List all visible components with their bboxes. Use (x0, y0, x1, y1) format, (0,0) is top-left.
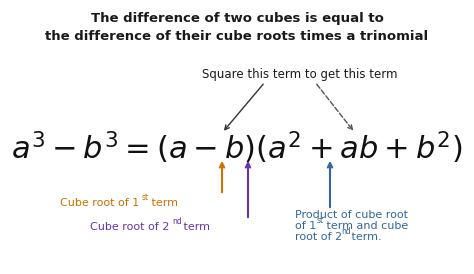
Text: of 1: of 1 (295, 221, 316, 231)
Text: st: st (317, 216, 324, 225)
Text: st: st (142, 193, 149, 202)
Text: term: term (148, 198, 178, 208)
Text: nd: nd (172, 217, 182, 226)
Text: term.: term. (348, 232, 382, 242)
Text: nd: nd (341, 227, 351, 236)
Text: Product of cube root: Product of cube root (295, 210, 408, 220)
Text: Cube root of 1: Cube root of 1 (60, 198, 139, 208)
Text: The difference of two cubes is equal to
the difference of their cube roots times: The difference of two cubes is equal to … (46, 12, 428, 43)
Text: root of 2: root of 2 (295, 232, 342, 242)
Text: Square this term to get this term: Square this term to get this term (202, 68, 398, 81)
Text: $a^3-b^3=(a-b)(a^2+ab+b^2)$: $a^3-b^3=(a-b)(a^2+ab+b^2)$ (11, 130, 463, 166)
Text: term and cube: term and cube (323, 221, 408, 231)
Text: Cube root of 2: Cube root of 2 (90, 222, 169, 232)
Text: term: term (180, 222, 210, 232)
